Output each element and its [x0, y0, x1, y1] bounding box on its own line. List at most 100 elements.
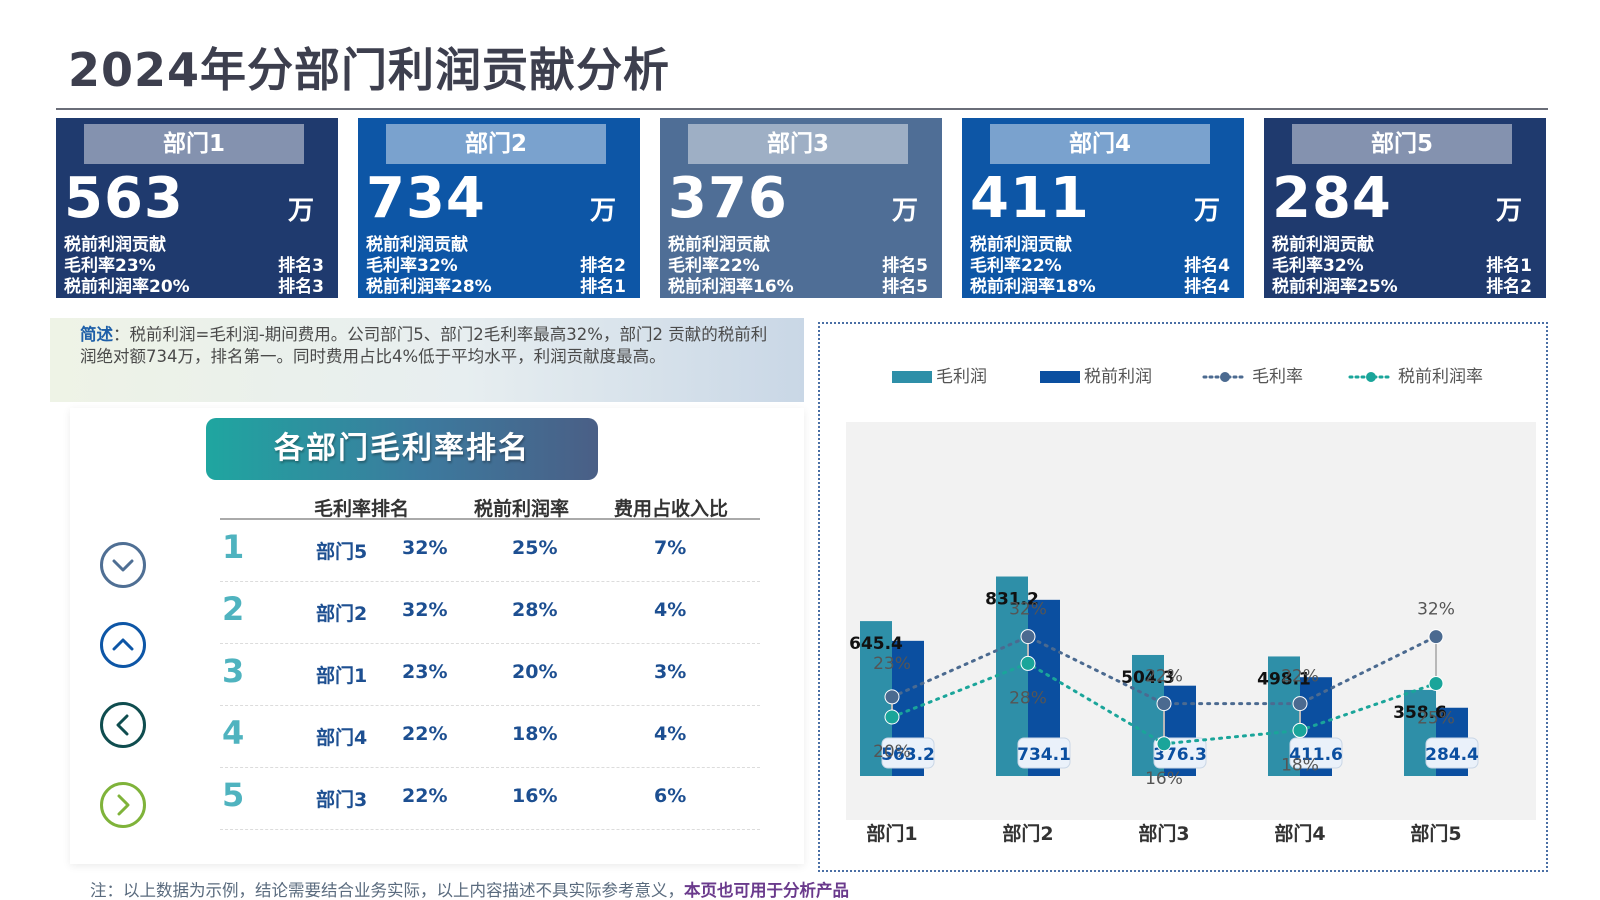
line-pretax-margin-point — [1156, 736, 1172, 752]
card-label: 税前利润贡献 — [64, 235, 166, 255]
card-gross-margin: 毛利率22% — [970, 256, 1062, 276]
line-pretax-margin-point — [884, 709, 900, 725]
legend-item-pretax-profit: 税前利润 — [1040, 362, 1152, 387]
data-label-gross-margin: 32% — [1417, 600, 1455, 620]
rank-number: 4 — [222, 714, 245, 752]
line-pretax-margin-point — [1020, 655, 1036, 671]
legend-line-swatch — [1202, 372, 1248, 382]
card-unit: 万 — [891, 196, 918, 226]
card-pretax-margin: 税前利润率25% — [1272, 277, 1398, 297]
data-label-gross-margin: 23% — [873, 654, 911, 674]
line-gross-margin-point — [1020, 629, 1036, 645]
legend-label: 税前利润 — [1084, 367, 1152, 387]
card-pretax-rank: 排名1 — [580, 277, 626, 297]
rank-dept: 部门1 — [316, 665, 368, 687]
ranking-panel — [70, 408, 804, 864]
card-value: 284 — [1272, 166, 1392, 231]
ranking-header-rule — [220, 518, 760, 520]
card-gross-rank: 排名2 — [580, 256, 626, 276]
data-label-gross-profit: 358.6 — [1393, 703, 1447, 723]
card-label: 税前利润贡献 — [1272, 235, 1374, 255]
footnote: 注：以上数据为示例，结论需要结合业务实际，以上内容描述不具实际参考意义，本页也可… — [90, 877, 849, 900]
title-divider — [56, 108, 1548, 110]
summary-box: 简述：税前利润=毛利润-期间费用。公司部门5、部门2毛利率最高32%，部门2 贡… — [50, 318, 804, 402]
summary-text: ：税前利润=毛利润-期间费用。公司部门5、部门2毛利率最高32%，部门2 贡献的… — [80, 325, 768, 366]
card-pretax-margin: 税前利润率20% — [64, 277, 190, 297]
legend-label: 税前利润率 — [1398, 367, 1483, 387]
card-dept3: 部门3 376 万 税前利润贡献 毛利率22% 税前利润率16% 排名5 排名5 — [660, 118, 942, 298]
legend-item-gross-profit: 毛利润 — [892, 362, 987, 387]
x-tick-label: 部门3 — [1138, 822, 1189, 845]
line-gross-margin — [890, 634, 1438, 706]
line-pretax-margin-point — [1292, 722, 1308, 738]
data-label-box — [1425, 737, 1479, 769]
ranking-banner: 各部门毛利率排名 — [206, 418, 598, 480]
card-tag: 部门3 — [688, 124, 908, 164]
card-label: 税前利润贡献 — [668, 235, 770, 255]
card-pretax-rank: 排名2 — [1486, 277, 1532, 297]
x-tick-label: 部门2 — [1002, 822, 1053, 845]
legend-label: 毛利率 — [1252, 367, 1303, 387]
rank-dept: 部门4 — [316, 727, 368, 749]
legend-line-swatch — [1348, 372, 1394, 382]
card-gross-rank: 排名1 — [1486, 256, 1532, 276]
rank-pretax-margin: 25% — [512, 537, 558, 559]
chevron-down-icon — [100, 542, 146, 588]
ranking-row: 1 部门5 32% 25% 7% — [220, 520, 760, 582]
data-label-pretax-profit: 411.6 — [1289, 745, 1343, 765]
line-pretax-margin-point — [1428, 676, 1444, 691]
rank-gross-margin: 32% — [402, 599, 448, 621]
card-tag: 部门2 — [386, 124, 606, 164]
footnote-text: 注：以上数据为示例，结论需要结合业务实际，以上内容描述不具实际参考意义， — [90, 881, 684, 900]
legend-swatch — [1040, 371, 1080, 383]
legend-item-gross-margin: 毛利率 — [1202, 362, 1303, 387]
card-pretax-margin: 税前利润率18% — [970, 277, 1096, 297]
chevron-right-icon — [100, 782, 146, 828]
ranking-header-expense: 费用占收入比 — [614, 498, 729, 520]
data-label-gross-margin: 22% — [1145, 667, 1183, 687]
card-tag: 部门4 — [990, 124, 1210, 164]
line-gross-margin-point — [884, 689, 900, 705]
card-tag: 部门5 — [1292, 124, 1512, 164]
card-label: 税前利润贡献 — [366, 235, 468, 255]
card-value: 411 — [970, 166, 1090, 231]
card-dept4: 部门4 411 万 税前利润贡献 毛利率22% 税前利润率18% 排名4 排名4 — [962, 118, 1244, 298]
rank-expense-ratio: 4% — [654, 599, 687, 621]
card-unit: 万 — [1495, 196, 1522, 226]
rank-expense-ratio: 7% — [654, 537, 687, 559]
card-value: 563 — [64, 166, 184, 231]
rank-gross-margin: 22% — [402, 723, 448, 745]
data-label-box — [1289, 737, 1343, 769]
data-label-gross-margin: 32% — [1009, 600, 1047, 620]
data-label-box — [881, 737, 935, 769]
card-gross-rank: 排名3 — [278, 256, 324, 276]
card-dept2: 部门2 734 万 税前利润贡献 毛利率32% 税前利润率28% 排名2 排名1 — [358, 118, 640, 298]
rank-dept: 部门5 — [316, 541, 368, 563]
rank-number: 5 — [222, 776, 245, 814]
card-dept5: 部门5 284 万 税前利润贡献 毛利率32% 税前利润率25% 排名1 排名2 — [1264, 118, 1546, 298]
line-gross-margin-point — [1428, 629, 1444, 645]
card-unit: 万 — [287, 196, 314, 226]
ranking-row: 2 部门2 32% 28% 4% — [220, 582, 760, 644]
card-unit: 万 — [1193, 196, 1220, 226]
rank-gross-margin: 23% — [402, 661, 448, 683]
card-gross-rank: 排名5 — [882, 256, 928, 276]
department-cards: 部门1 563 万 税前利润贡献 毛利率23% 税前利润率20% 排名3 排名3… — [56, 118, 1548, 298]
card-gross-margin: 毛利率23% — [64, 256, 156, 276]
data-label-pretax-margin: 20% — [873, 742, 911, 762]
rank-gross-margin: 32% — [402, 537, 448, 559]
data-label-gross-profit: 504.3 — [1121, 668, 1175, 688]
card-value: 734 — [366, 166, 486, 231]
ranking-row: 3 部门1 23% 20% 3% — [220, 644, 760, 706]
x-tick-label: 部门5 — [1410, 822, 1461, 845]
data-label-gross-profit: 831.2 — [985, 590, 1039, 610]
footnote-emphasis: 本页也可用于分析产品 — [684, 881, 849, 900]
data-label-pretax-margin: 18% — [1281, 755, 1319, 775]
card-pretax-margin: 税前利润率28% — [366, 277, 492, 297]
card-gross-margin: 毛利率32% — [1272, 256, 1364, 276]
card-unit: 万 — [589, 196, 616, 226]
chevron-left-icon — [100, 702, 146, 748]
chart-frame — [818, 322, 1548, 872]
rank-expense-ratio: 6% — [654, 785, 687, 807]
